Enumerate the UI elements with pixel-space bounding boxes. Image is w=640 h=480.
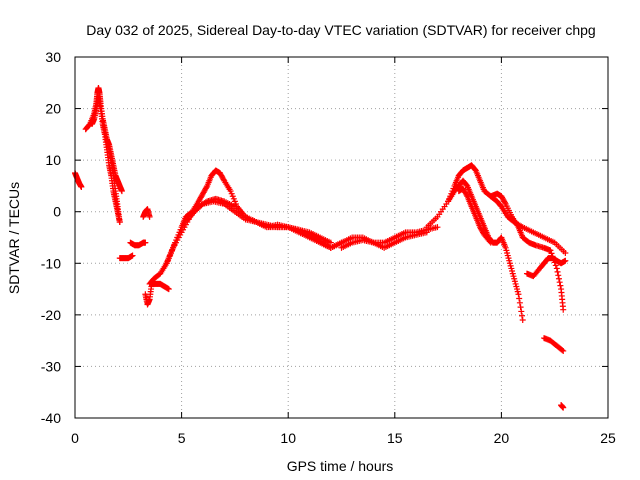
data-point xyxy=(116,219,123,226)
y-tick-label: -30 xyxy=(41,358,61,374)
data-point xyxy=(556,279,563,286)
data-point xyxy=(560,347,567,354)
x-tick-label: 10 xyxy=(280,430,296,446)
y-tick-label: 20 xyxy=(45,101,61,117)
y-tick-labels: -40 -30 -20 -10 0 10 20 30 xyxy=(41,49,61,426)
y-axis-label: SDTVAR / TECUs xyxy=(6,182,22,294)
data-point xyxy=(423,229,430,236)
data-point xyxy=(486,238,493,245)
series-track-p xyxy=(455,185,494,246)
y-tick-label: -20 xyxy=(41,307,61,323)
data-point xyxy=(554,268,561,275)
y-tick-label: -40 xyxy=(41,410,61,426)
data-point xyxy=(146,213,153,220)
data-point xyxy=(203,184,210,191)
data-point xyxy=(560,404,567,411)
x-tick-label: 25 xyxy=(600,430,616,446)
series-track-h xyxy=(142,280,172,308)
y-tick-label: 10 xyxy=(45,152,61,168)
chart-title: Day 032 of 2025, Sidereal Day-to-day VTE… xyxy=(86,22,595,38)
data-point xyxy=(434,224,441,231)
series-track-j xyxy=(163,195,345,267)
data-point xyxy=(555,275,562,282)
y-tick-label: -10 xyxy=(41,255,61,271)
y-tick-label: 30 xyxy=(45,49,61,65)
data-point xyxy=(129,252,136,259)
data-point xyxy=(519,317,526,324)
data-point xyxy=(559,347,566,354)
data-point xyxy=(562,257,569,264)
series-track-d xyxy=(103,136,123,226)
data-point xyxy=(518,308,525,315)
x-tick-label: 0 xyxy=(71,430,79,446)
series-track-r xyxy=(523,255,569,280)
x-axis-label: GPS time / hours xyxy=(287,458,394,474)
data-point xyxy=(78,183,85,190)
data-point xyxy=(555,272,562,279)
series-track-s xyxy=(541,335,567,354)
data-point xyxy=(220,176,227,183)
data-point xyxy=(515,291,522,298)
series-track-i xyxy=(146,167,334,287)
data-point xyxy=(517,304,524,311)
series-track-k xyxy=(167,198,334,256)
plot-frame xyxy=(74,56,609,419)
data-point xyxy=(327,239,334,246)
data-point xyxy=(142,239,149,246)
data-point xyxy=(516,295,523,302)
y-tick-label: 0 xyxy=(53,204,61,220)
series-track-o xyxy=(445,177,526,324)
series-track-m xyxy=(338,229,430,251)
x-tick-label: 15 xyxy=(387,430,403,446)
data-point xyxy=(516,299,523,306)
data-point xyxy=(519,312,526,319)
series-track-f xyxy=(127,239,149,249)
x-tick-labels: 0 5 10 15 20 25 xyxy=(71,430,616,446)
series-track-t xyxy=(558,402,567,411)
data-point xyxy=(557,282,564,289)
x-tick-label: 20 xyxy=(494,430,510,446)
axis-ticks xyxy=(74,56,609,419)
grid-lines xyxy=(75,57,608,418)
x-tick-label: 5 xyxy=(178,430,186,446)
data-point xyxy=(165,286,172,293)
data-points xyxy=(72,84,569,411)
data-point xyxy=(560,306,567,313)
data-point xyxy=(487,239,494,246)
data-point xyxy=(552,262,559,269)
series-track-q xyxy=(487,190,567,313)
data-point xyxy=(553,265,560,272)
data-point xyxy=(547,247,554,254)
series-track-a xyxy=(72,170,85,190)
data-point xyxy=(118,188,125,195)
data-point xyxy=(463,191,470,198)
series-track-g xyxy=(140,206,153,220)
data-point xyxy=(562,249,569,256)
series-track-e xyxy=(116,252,136,262)
data-point xyxy=(501,199,508,206)
